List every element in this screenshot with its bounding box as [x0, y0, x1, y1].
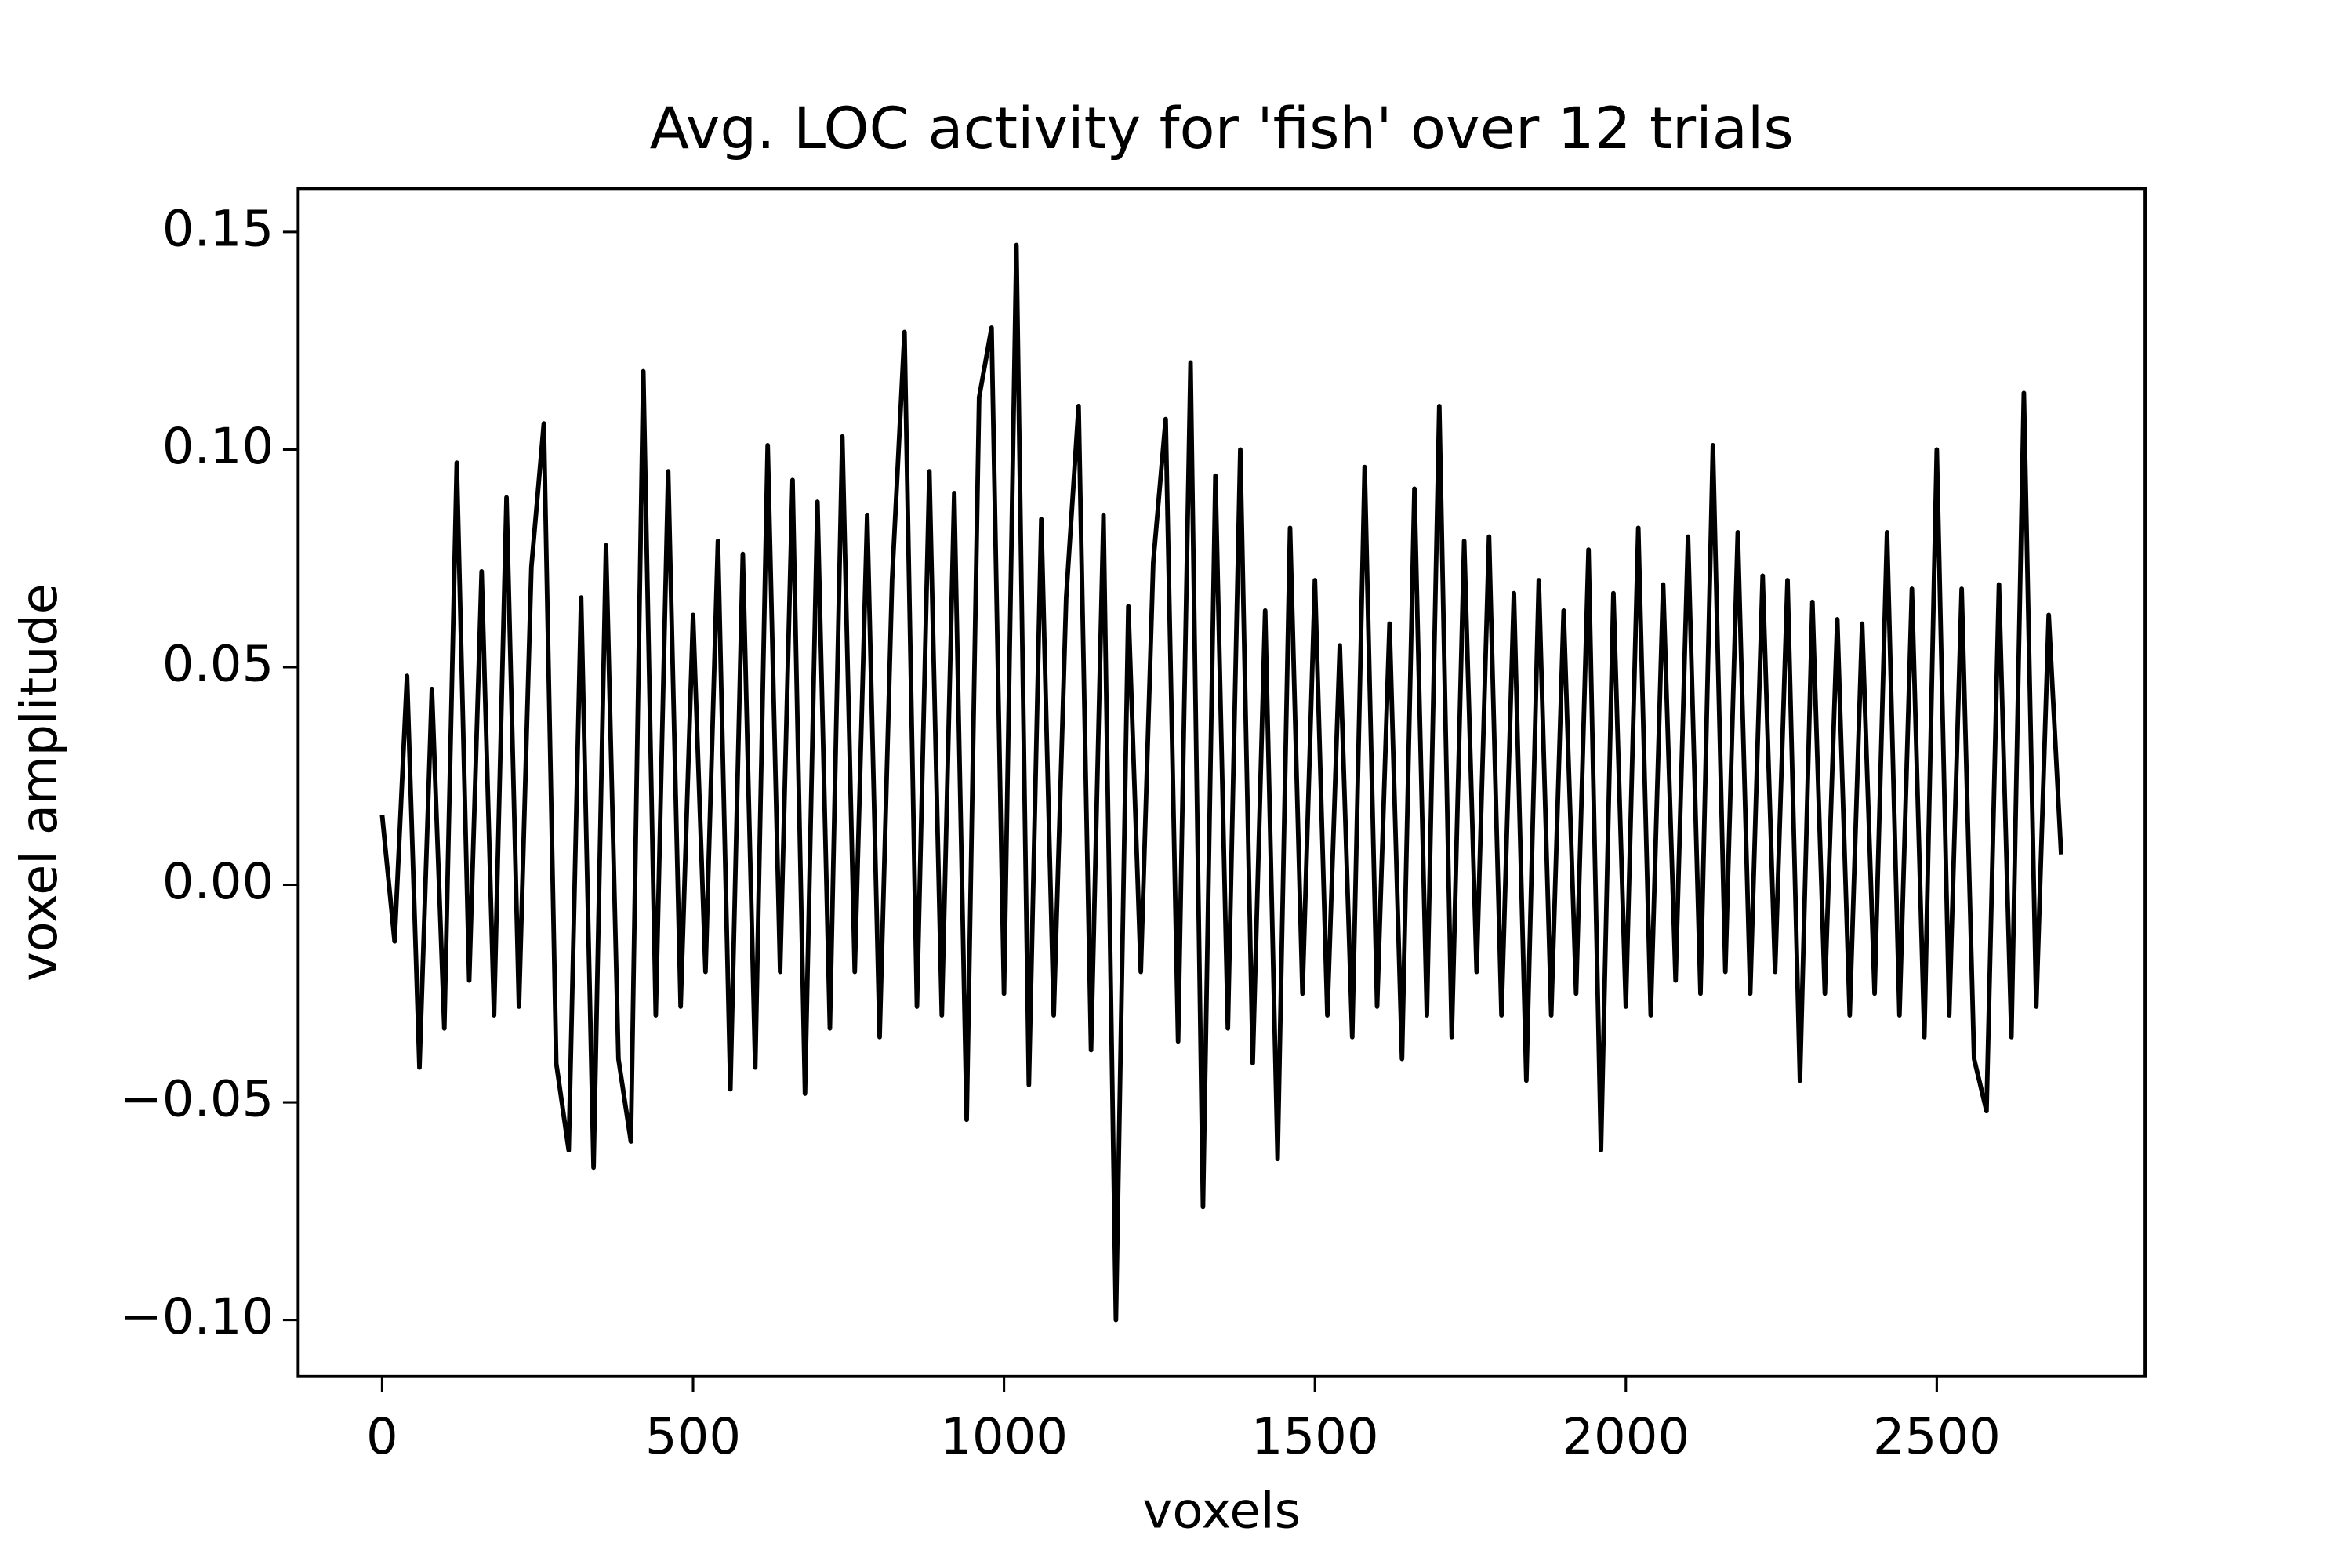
y-tick-label: 0.05 — [162, 636, 274, 694]
x-tick-label: 2500 — [1873, 1408, 2001, 1466]
y-tick-label: −0.10 — [120, 1288, 274, 1346]
y-tick-label: 0.00 — [162, 853, 274, 911]
x-tick-label: 1000 — [940, 1408, 1068, 1466]
x-tick-label: 2000 — [1562, 1408, 1690, 1466]
y-tick-label: −0.05 — [120, 1071, 274, 1129]
chart-title: Avg. LOC activity for 'fish' over 12 tri… — [650, 96, 1794, 162]
y-axis-label: voxel amplitude — [11, 583, 69, 981]
y-tick-label: 0.10 — [162, 418, 274, 476]
x-tick-label: 500 — [645, 1408, 741, 1466]
y-tick-label: 0.15 — [162, 201, 274, 259]
x-tick-label: 1500 — [1251, 1408, 1379, 1466]
x-tick-label: 0 — [366, 1408, 398, 1466]
x-axis-label: voxels — [1142, 1483, 1301, 1541]
data-line — [379, 242, 2063, 1323]
plot-frame — [296, 187, 2147, 1378]
